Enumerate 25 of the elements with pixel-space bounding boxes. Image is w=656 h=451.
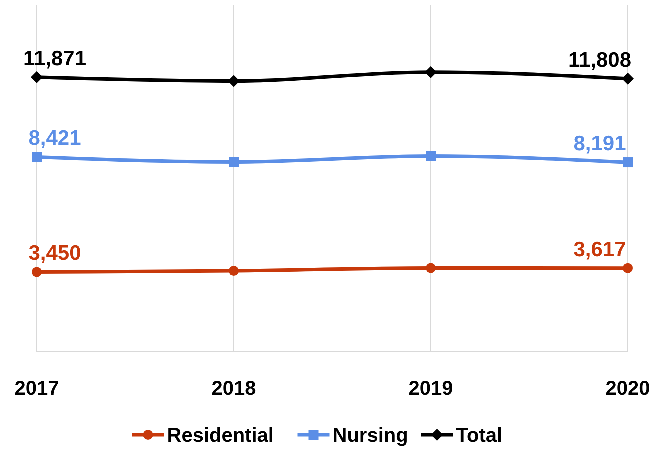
point [229,266,239,276]
point [623,158,633,168]
point [623,263,633,274]
legend-label: Residential [167,425,274,447]
data-label: 11,808 [568,48,632,72]
point [228,75,240,88]
legend-label: Total [456,425,503,447]
point [229,157,239,168]
x-tick-label: 2017 [14,378,60,400]
data-label: 11,871 [23,47,87,70]
point [425,66,437,78]
point [32,267,42,278]
point [426,151,436,162]
data-label: 8,191 [574,132,627,156]
data-label: 3,617 [574,238,626,262]
legend-label: Nursing [332,425,408,447]
data-label: 3,450 [28,242,82,266]
point [31,71,43,84]
data-label: 8,421 [28,127,82,150]
point [32,152,42,162]
point [622,72,634,85]
x-tick-label: 2018 [212,378,256,400]
x-tick-label: 2019 [408,378,454,400]
point [426,263,436,274]
x-tick-label: 2020 [606,378,650,400]
